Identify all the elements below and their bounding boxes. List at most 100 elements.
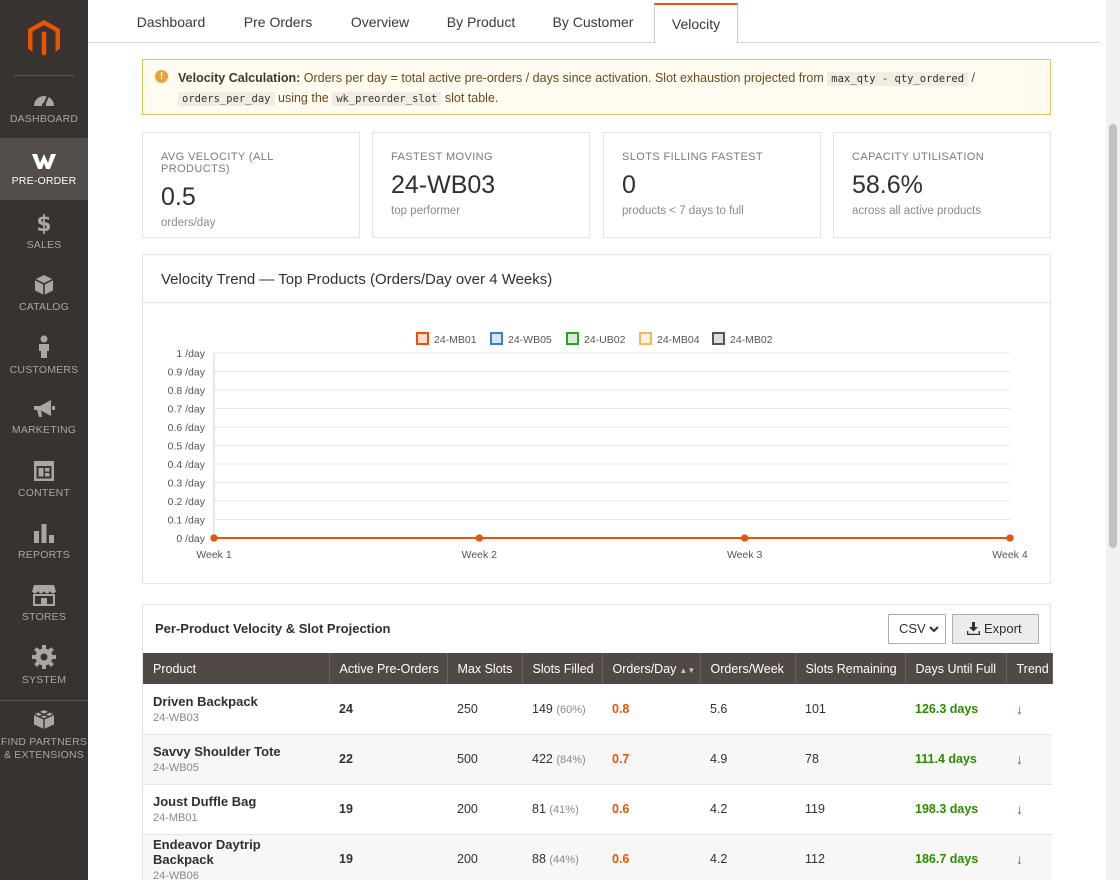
chart-y-tick-label: 1 /day	[176, 348, 205, 360]
cell-slots-remaining: 119	[795, 784, 905, 835]
chart-y-tick-label: 0.8 /day	[168, 385, 206, 397]
layout-icon	[34, 460, 54, 481]
sidebar-item-system[interactable]: SYSTEM	[0, 634, 88, 696]
cell-max-slots: 200	[447, 834, 522, 880]
chart-legend-swatch	[639, 332, 652, 345]
sidebar-item-label: DASHBOARD	[9, 112, 79, 125]
stat-sub: products < 7 days to full	[622, 205, 744, 217]
sort-icon: ▲▼	[679, 665, 696, 675]
chart-legend-swatch	[712, 332, 725, 345]
dollar-icon: $	[36, 212, 51, 234]
chart-title: Velocity Trend — Top Products (Orders/Da…	[143, 255, 1050, 303]
cell-product: Savvy Shoulder Tote 24-WB05	[143, 734, 329, 785]
sidebar-item-label: MARKETING	[11, 423, 77, 436]
export-format-value: CSV	[899, 621, 926, 636]
sidebar-item-stores[interactable]: STORES	[0, 572, 88, 634]
stat-label: CAPACITY UTILISATION	[852, 151, 985, 163]
tab-by-customer[interactable]: By Customer	[552, 14, 634, 30]
sidebar-item-marketing[interactable]: MARKETING	[0, 386, 88, 448]
cell-orders-per-week: 4.2	[700, 784, 795, 835]
download-icon	[966, 622, 981, 636]
stat-sub: orders/day	[161, 217, 216, 229]
cell-product: Joust Duffle Bag 24-MB01	[143, 784, 329, 835]
trend-down-icon: ↓	[1006, 834, 1052, 880]
product-sku: 24-WB06	[153, 869, 199, 880]
slots-filled-pct: (44%)	[549, 854, 579, 866]
table-row[interactable]: Savvy Shoulder Tote 24-WB05 22 500 422 (8…	[143, 734, 1052, 785]
export-button[interactable]: Export	[952, 614, 1039, 644]
chart-legend-label: 24-MB02	[730, 334, 773, 346]
table-row[interactable]: Driven Backpack 24-WB03 24 250 149 (60%) …	[143, 684, 1052, 735]
sidebar-item-pre-order[interactable]: PRE-ORDER	[0, 138, 88, 200]
chart-legend-swatch	[490, 332, 503, 345]
cell-orders-per-day: 0.8	[602, 684, 700, 735]
cell-slots-filled: 149 (60%)	[522, 684, 602, 735]
col-header-product[interactable]: Product	[143, 653, 330, 684]
product-name: Driven Backpack	[153, 693, 258, 709]
notice-text-3: slot table.	[444, 91, 499, 105]
sidebar-item-customers[interactable]: CUSTOMERS	[0, 324, 88, 386]
product-name: Endeavor Daytrip Backpack	[153, 836, 261, 867]
admin-sidebar: DASHBOARD PRE-ORDER $ SALES CATALOG CUST…	[0, 0, 88, 880]
stat-avg-velocity: AVG VELOCITY (ALL PRODUCTS) 0.5 orders/d…	[142, 132, 360, 238]
cell-days-until-full: 126.3 days	[905, 684, 1006, 735]
sidebar-item-dashboard[interactable]: DASHBOARD	[0, 76, 88, 138]
tab-overview[interactable]: Overview	[350, 14, 410, 30]
export-format-select[interactable]: CSV	[888, 614, 946, 644]
cell-days-until-full: 111.4 days	[905, 734, 1006, 785]
sidebar-item-catalog[interactable]: CATALOG	[0, 262, 88, 324]
cell-days-until-full: 186.7 days	[905, 834, 1006, 880]
sidebar-item-find-partners[interactable]: FIND PARTNERS & EXTENSIONS	[0, 700, 88, 770]
velocity-trend-chart: 0 /day 0.1 /day 0.2 /day 0.3 /day 0.4 /day 0.…	[168, 332, 1028, 561]
tab-dashboard[interactable]: Dashboard	[136, 14, 206, 30]
chart-legend-swatch	[416, 332, 429, 345]
col-header-active-pre-orders[interactable]: Active Pre-Orders	[329, 653, 448, 684]
sidebar-item-label: CATALOG	[18, 300, 70, 313]
col-header-slots-remaining[interactable]: Slots Remaining	[795, 653, 906, 684]
col-header-trend[interactable]: Trend	[1006, 653, 1053, 684]
sidebar-item-reports[interactable]: REPORTS	[0, 510, 88, 572]
notice-slash: /	[971, 71, 976, 85]
col-header-slots-filled[interactable]: Slots Filled	[522, 653, 603, 684]
megaphone-icon	[34, 399, 55, 417]
chart-y-tick-label: 0.9 /day	[168, 367, 206, 379]
chart-data-point	[210, 534, 218, 542]
stat-capacity-utilisation: CAPACITY UTILISATION 58.6% across all ac…	[833, 132, 1051, 238]
chevron-down-icon	[929, 626, 939, 633]
sidebar-item-sales[interactable]: $ SALES	[0, 200, 88, 262]
cell-slots-remaining: 112	[795, 834, 905, 880]
sidebar-item-content[interactable]: CONTENT	[0, 448, 88, 510]
export-label: Export	[984, 621, 1022, 636]
trend-down-icon: ↓	[1006, 784, 1052, 835]
col-header-orders-per-week[interactable]: Orders/Week	[700, 653, 796, 684]
notice-code-1: max_qty - qty_ordered	[827, 72, 969, 86]
cell-orders-per-week: 4.2	[700, 834, 795, 880]
col-header-max-slots[interactable]: Max Slots	[447, 653, 523, 684]
tab-pre-orders[interactable]: Pre Orders	[243, 14, 313, 30]
chart-data-point	[741, 534, 749, 542]
col-header-days-until-full[interactable]: Days Until Full	[905, 653, 1007, 684]
person-icon	[39, 335, 49, 358]
cell-slots-filled: 81 (41%)	[522, 784, 602, 835]
sidebar-item-label: FIND PARTNERS & EXTENSIONS	[0, 736, 88, 761]
chart-y-tick-label: 0.3 /day	[168, 478, 206, 490]
table-row[interactable]: Joust Duffle Bag 24-MB01 19 200 81 (41%) …	[143, 784, 1052, 835]
stat-sub: across all active products	[852, 205, 982, 217]
trend-down-icon: ↓	[1006, 684, 1052, 735]
chart-legend-label: 24-WB05	[508, 334, 552, 346]
tab-velocity[interactable]: Velocity	[654, 3, 738, 44]
table-row[interactable]: Endeavor Daytrip Backpack 24-WB06 19 200 …	[143, 834, 1052, 880]
magento-logo-icon	[28, 19, 60, 56]
scrollbar-thumb[interactable]	[1109, 124, 1117, 548]
chart-legend-label: 24-UB02	[584, 334, 626, 346]
slots-filled-pct: (84%)	[556, 754, 586, 766]
page-scrollbar[interactable]	[1106, 0, 1120, 880]
magento-logo[interactable]	[14, 0, 74, 76]
cell-max-slots: 500	[447, 734, 522, 785]
sidebar-item-label: SYSTEM	[21, 673, 67, 686]
notice-code-3: wk_preorder_slot	[332, 92, 442, 106]
velocity-table: Product Active Pre-Orders Max Slots Slot…	[143, 653, 1053, 880]
tab-by-product[interactable]: By Product	[446, 14, 516, 30]
col-header-orders-per-day[interactable]: Orders/Day ▲▼	[602, 653, 701, 684]
cell-product: Driven Backpack 24-WB03	[143, 684, 329, 735]
